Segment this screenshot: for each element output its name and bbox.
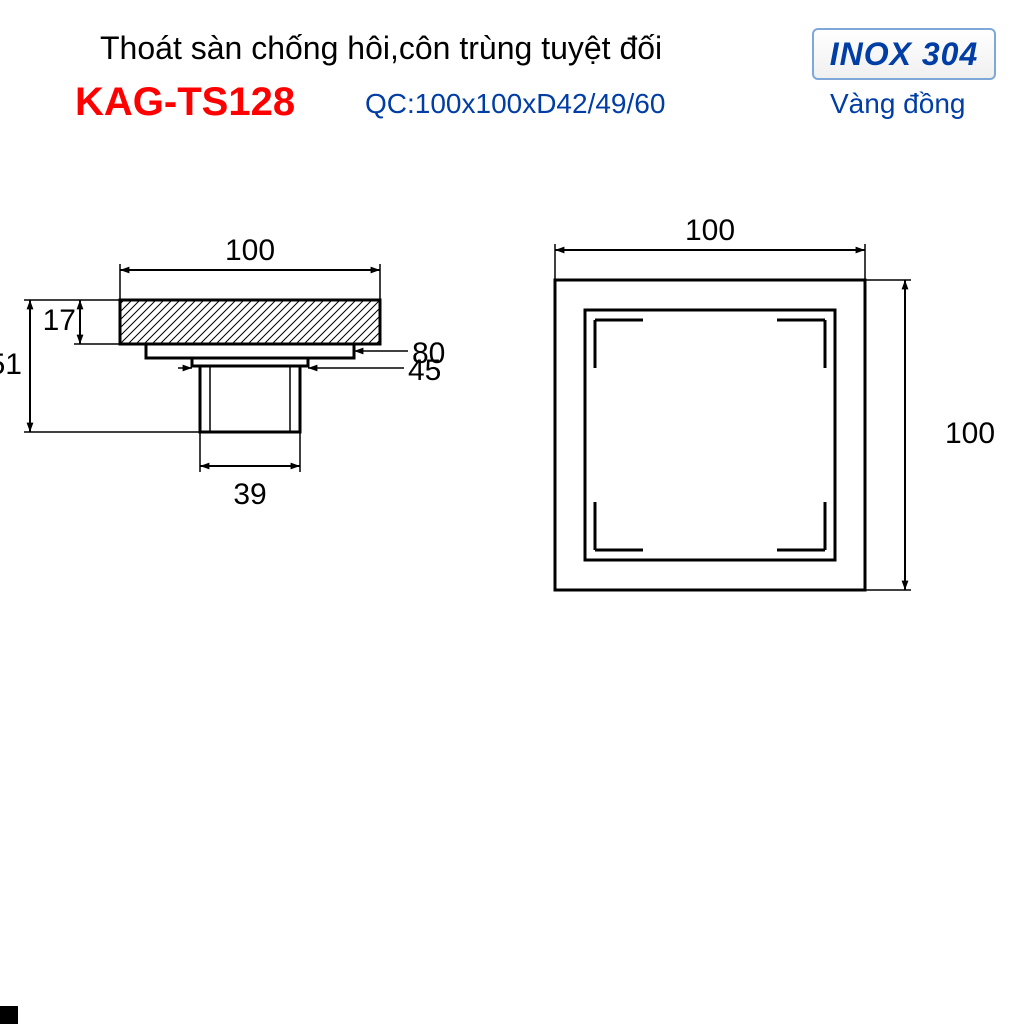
side-view: 1001751804539 bbox=[0, 234, 445, 511]
page-root: Thoát sàn chống hôi,côn trùng tuyệt đối … bbox=[0, 0, 1024, 1024]
svg-text:100: 100 bbox=[685, 214, 735, 247]
svg-text:39: 39 bbox=[233, 478, 266, 511]
top-view: 100 100 bbox=[555, 214, 995, 590]
corner-marker-icon bbox=[0, 1006, 18, 1024]
engineering-diagram: 1001751804539100100 bbox=[0, 0, 1024, 1024]
svg-text:100: 100 bbox=[225, 234, 275, 267]
svg-text:45: 45 bbox=[408, 354, 441, 387]
svg-text:17: 17 bbox=[43, 304, 76, 337]
svg-text:51: 51 bbox=[0, 348, 22, 381]
svg-text:100: 100 bbox=[945, 417, 995, 450]
